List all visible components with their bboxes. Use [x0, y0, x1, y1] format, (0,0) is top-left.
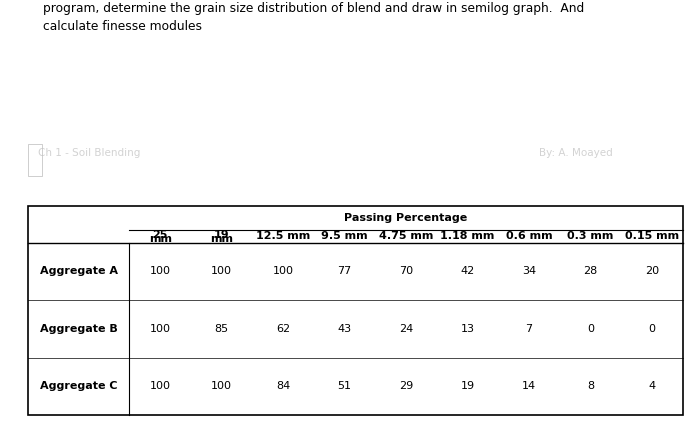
- Text: 0.15 mm: 0.15 mm: [624, 232, 679, 242]
- Text: 100: 100: [150, 324, 171, 334]
- Text: 100: 100: [272, 266, 293, 276]
- Text: 13: 13: [461, 324, 475, 334]
- Text: 43: 43: [337, 324, 351, 334]
- Text: 0.6 mm: 0.6 mm: [505, 232, 552, 242]
- Text: 100: 100: [211, 381, 232, 391]
- Text: 62: 62: [276, 324, 290, 334]
- Text: 1.18 mm: 1.18 mm: [440, 232, 495, 242]
- Text: 85: 85: [215, 324, 229, 334]
- Text: Passing Percentage: Passing Percentage: [344, 213, 468, 223]
- Text: 24: 24: [399, 324, 413, 334]
- Text: 84: 84: [276, 381, 290, 391]
- Text: 42: 42: [461, 266, 475, 276]
- Text: 25: 25: [153, 230, 168, 240]
- Text: Aggregate C: Aggregate C: [40, 381, 118, 391]
- Text: 20: 20: [645, 266, 659, 276]
- Text: 0: 0: [648, 324, 655, 334]
- Text: 29: 29: [399, 381, 413, 391]
- Text: 19: 19: [461, 381, 475, 391]
- Text: 7: 7: [525, 324, 533, 334]
- Text: 0: 0: [587, 324, 594, 334]
- Text: Ch 1 - Soil Blending: Ch 1 - Soil Blending: [38, 148, 141, 158]
- Text: Aggregate A: Aggregate A: [40, 266, 118, 276]
- Text: 4- Below table shows the grain size distributions of aggregate A,B and C. the th: 4- Below table shows the grain size dist…: [43, 0, 615, 33]
- Text: 0.3 mm: 0.3 mm: [567, 232, 613, 242]
- Text: 28: 28: [583, 266, 597, 276]
- Bar: [28, 144, 42, 176]
- Text: 70: 70: [399, 266, 413, 276]
- Text: 8: 8: [587, 381, 594, 391]
- Text: 51: 51: [337, 381, 351, 391]
- Text: 19: 19: [214, 230, 230, 240]
- Text: 100: 100: [150, 381, 171, 391]
- Text: mm: mm: [148, 234, 172, 244]
- Text: mm: mm: [210, 234, 233, 244]
- Text: Aggregate B: Aggregate B: [40, 324, 118, 334]
- Text: 100: 100: [211, 266, 232, 276]
- Text: 100: 100: [150, 266, 171, 276]
- Text: 4: 4: [648, 381, 655, 391]
- Text: 9.5 mm: 9.5 mm: [321, 232, 368, 242]
- Text: 77: 77: [337, 266, 351, 276]
- Text: 14: 14: [522, 381, 536, 391]
- Text: 12.5 mm: 12.5 mm: [256, 232, 310, 242]
- Text: 34: 34: [522, 266, 536, 276]
- Text: By: A. Moayed: By: A. Moayed: [539, 148, 612, 158]
- Text: 4.75 mm: 4.75 mm: [379, 232, 433, 242]
